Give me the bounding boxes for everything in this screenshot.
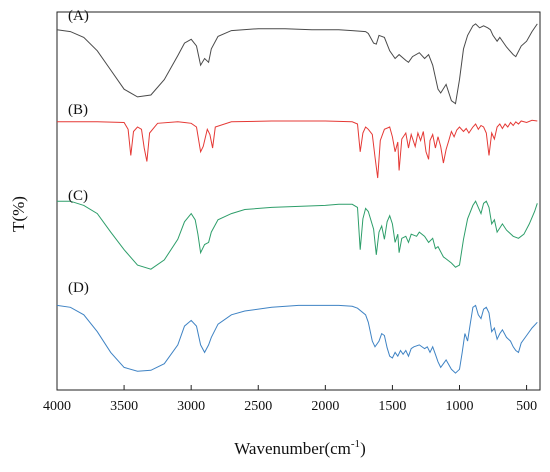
series-layer [56,23,538,374]
series-label-c: (C) [68,188,88,204]
series-label-layer: (A) (B) (C) (D) [68,8,89,296]
series-label-a: (A) [68,8,89,24]
x-tick-label: 3000 [177,399,205,414]
spectrum-line-d [56,304,538,374]
x-tick-label: 4000 [43,399,71,414]
x-tick-label: 1500 [378,399,406,414]
spectrum-line-b [57,119,538,179]
plot-frame [56,11,541,391]
x-axis-label: Wavenumber(cm-1) [234,438,365,458]
x-tick-label: 500 [516,399,537,414]
y-axis-label: T(%) [9,196,28,232]
x-tick-label: 1000 [446,399,474,414]
x-tick-label: 2500 [244,399,272,414]
spectrum-line-c [57,200,538,270]
series-label-b: (B) [68,102,88,118]
series-label-d: (D) [68,280,89,296]
x-axis-ticks: 4000 3500 3000 2500 2000 1500 1000 500 [43,385,537,414]
x-tick-label: 3500 [110,399,138,414]
spectrum-line-a [56,23,538,105]
x-tick-label: 2000 [311,399,339,414]
